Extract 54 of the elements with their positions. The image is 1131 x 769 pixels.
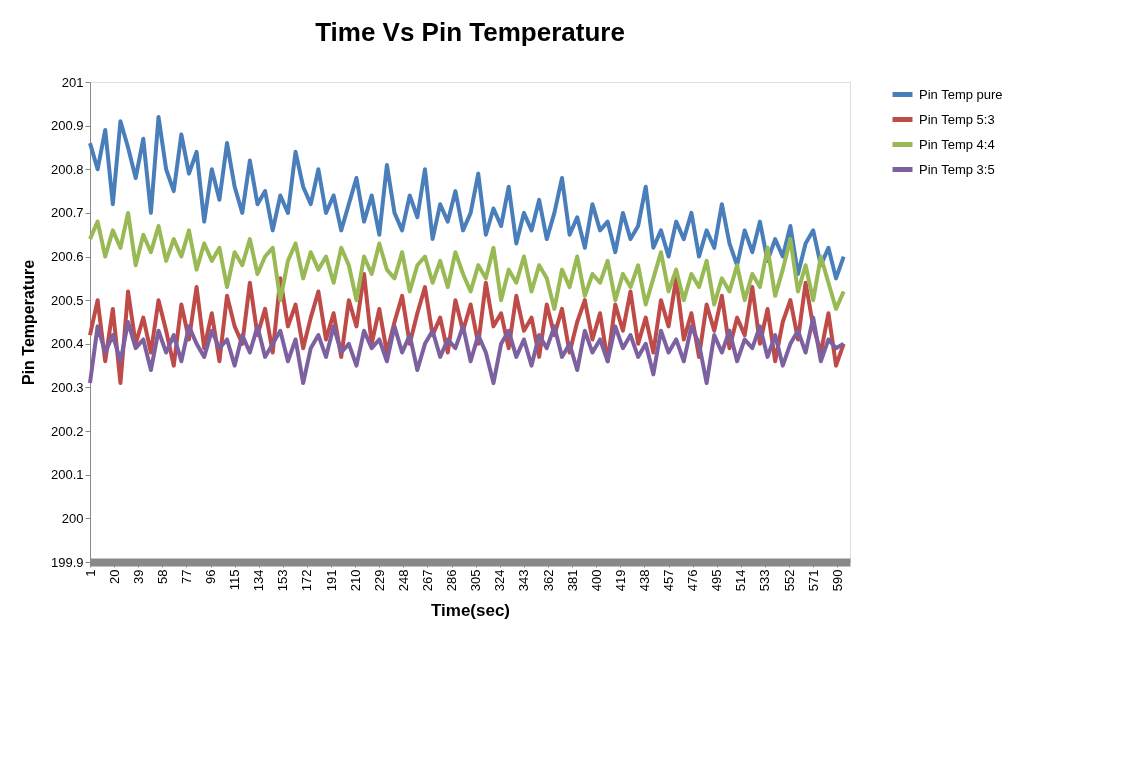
y-tick-label: 200.4 [50, 336, 84, 352]
x-tick-label: 1 [82, 569, 98, 577]
x-tick-label: 286 [444, 569, 460, 592]
y-tick-label: 200.3 [50, 379, 84, 395]
y-tick-label: 200.9 [50, 118, 84, 134]
legend-label: Pin Temp 4:4 [919, 136, 995, 152]
x-tick-label: 381 [564, 569, 580, 592]
x-tick-label: 172 [299, 569, 315, 592]
x-tick-label: 419 [612, 569, 628, 592]
x-tick-label: 58 [154, 569, 170, 584]
x-tick-label: 362 [540, 569, 556, 592]
y-tick-label: 199.9 [50, 554, 84, 570]
x-tick-label: 39 [130, 569, 146, 584]
y-tick-label: 200.1 [50, 467, 84, 483]
y-tick-label: 200 [61, 510, 84, 526]
y-axis-title: Pin Temperature [19, 259, 37, 386]
x-tick-label: 305 [468, 569, 484, 592]
x-tick-label: 77 [178, 569, 194, 584]
legend-label: Pin Temp pure [919, 86, 1003, 102]
x-tick-label: 115 [227, 569, 243, 591]
line-series [88, 210, 846, 311]
x-tick-label: 590 [829, 569, 845, 592]
x-tick-label: 248 [395, 569, 411, 592]
y-tick-label: 200.5 [50, 292, 84, 308]
x-tick-label: 495 [709, 569, 725, 592]
x-tick-label: 533 [757, 569, 773, 592]
x-tick-label: 571 [805, 569, 821, 592]
x-tick-label: 552 [781, 569, 797, 592]
x-tick-label: 229 [371, 569, 387, 592]
x-tick-label: 96 [203, 569, 219, 584]
x-tick-label: 343 [516, 569, 532, 592]
x-tick-label: 476 [685, 569, 701, 592]
legend-label: Pin Temp 3:5 [919, 161, 995, 177]
line-series [88, 315, 846, 386]
x-tick-label: 20 [106, 569, 122, 584]
y-tick-label: 200.6 [50, 249, 84, 265]
x-tick-label: 210 [347, 569, 363, 592]
y-tick-label: 200.7 [50, 205, 84, 221]
x-tick-label: 324 [492, 569, 508, 592]
x-tick-label: 191 [323, 569, 339, 592]
x-tick-label: 438 [636, 569, 652, 592]
x-tick-label: 514 [733, 569, 749, 592]
y-tick-label: 200.2 [50, 423, 84, 439]
x-tick-label: 134 [251, 569, 267, 592]
y-tick-label: 201 [61, 74, 84, 90]
legend-label: Pin Temp 5:3 [919, 111, 995, 127]
chart-title: Time Vs Pin Temperature [315, 17, 625, 47]
y-tick-label: 200.8 [50, 161, 84, 177]
x-tick-label: 267 [420, 569, 435, 592]
x-tick-label: 457 [661, 569, 677, 592]
x-tick-label: 400 [588, 569, 604, 592]
line-series [88, 114, 846, 281]
x-axis-title: Time(sec) [430, 601, 511, 621]
x-tick-label: 153 [275, 569, 291, 592]
